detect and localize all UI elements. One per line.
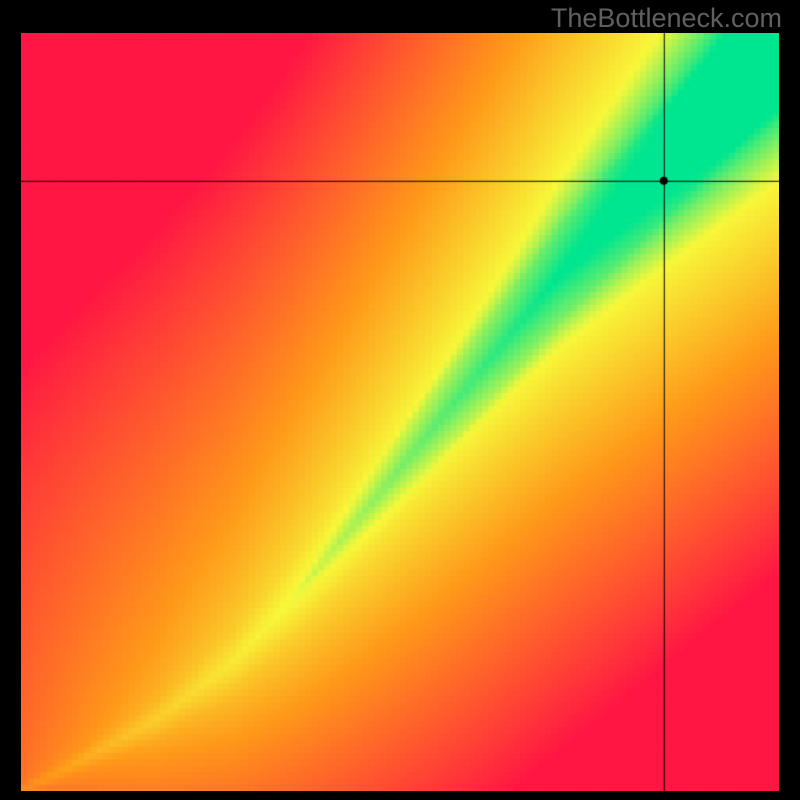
- bottleneck-heatmap: [21, 33, 779, 791]
- chart-root: TheBottleneck.com: [0, 0, 800, 800]
- watermark-text: TheBottleneck.com: [551, 3, 782, 34]
